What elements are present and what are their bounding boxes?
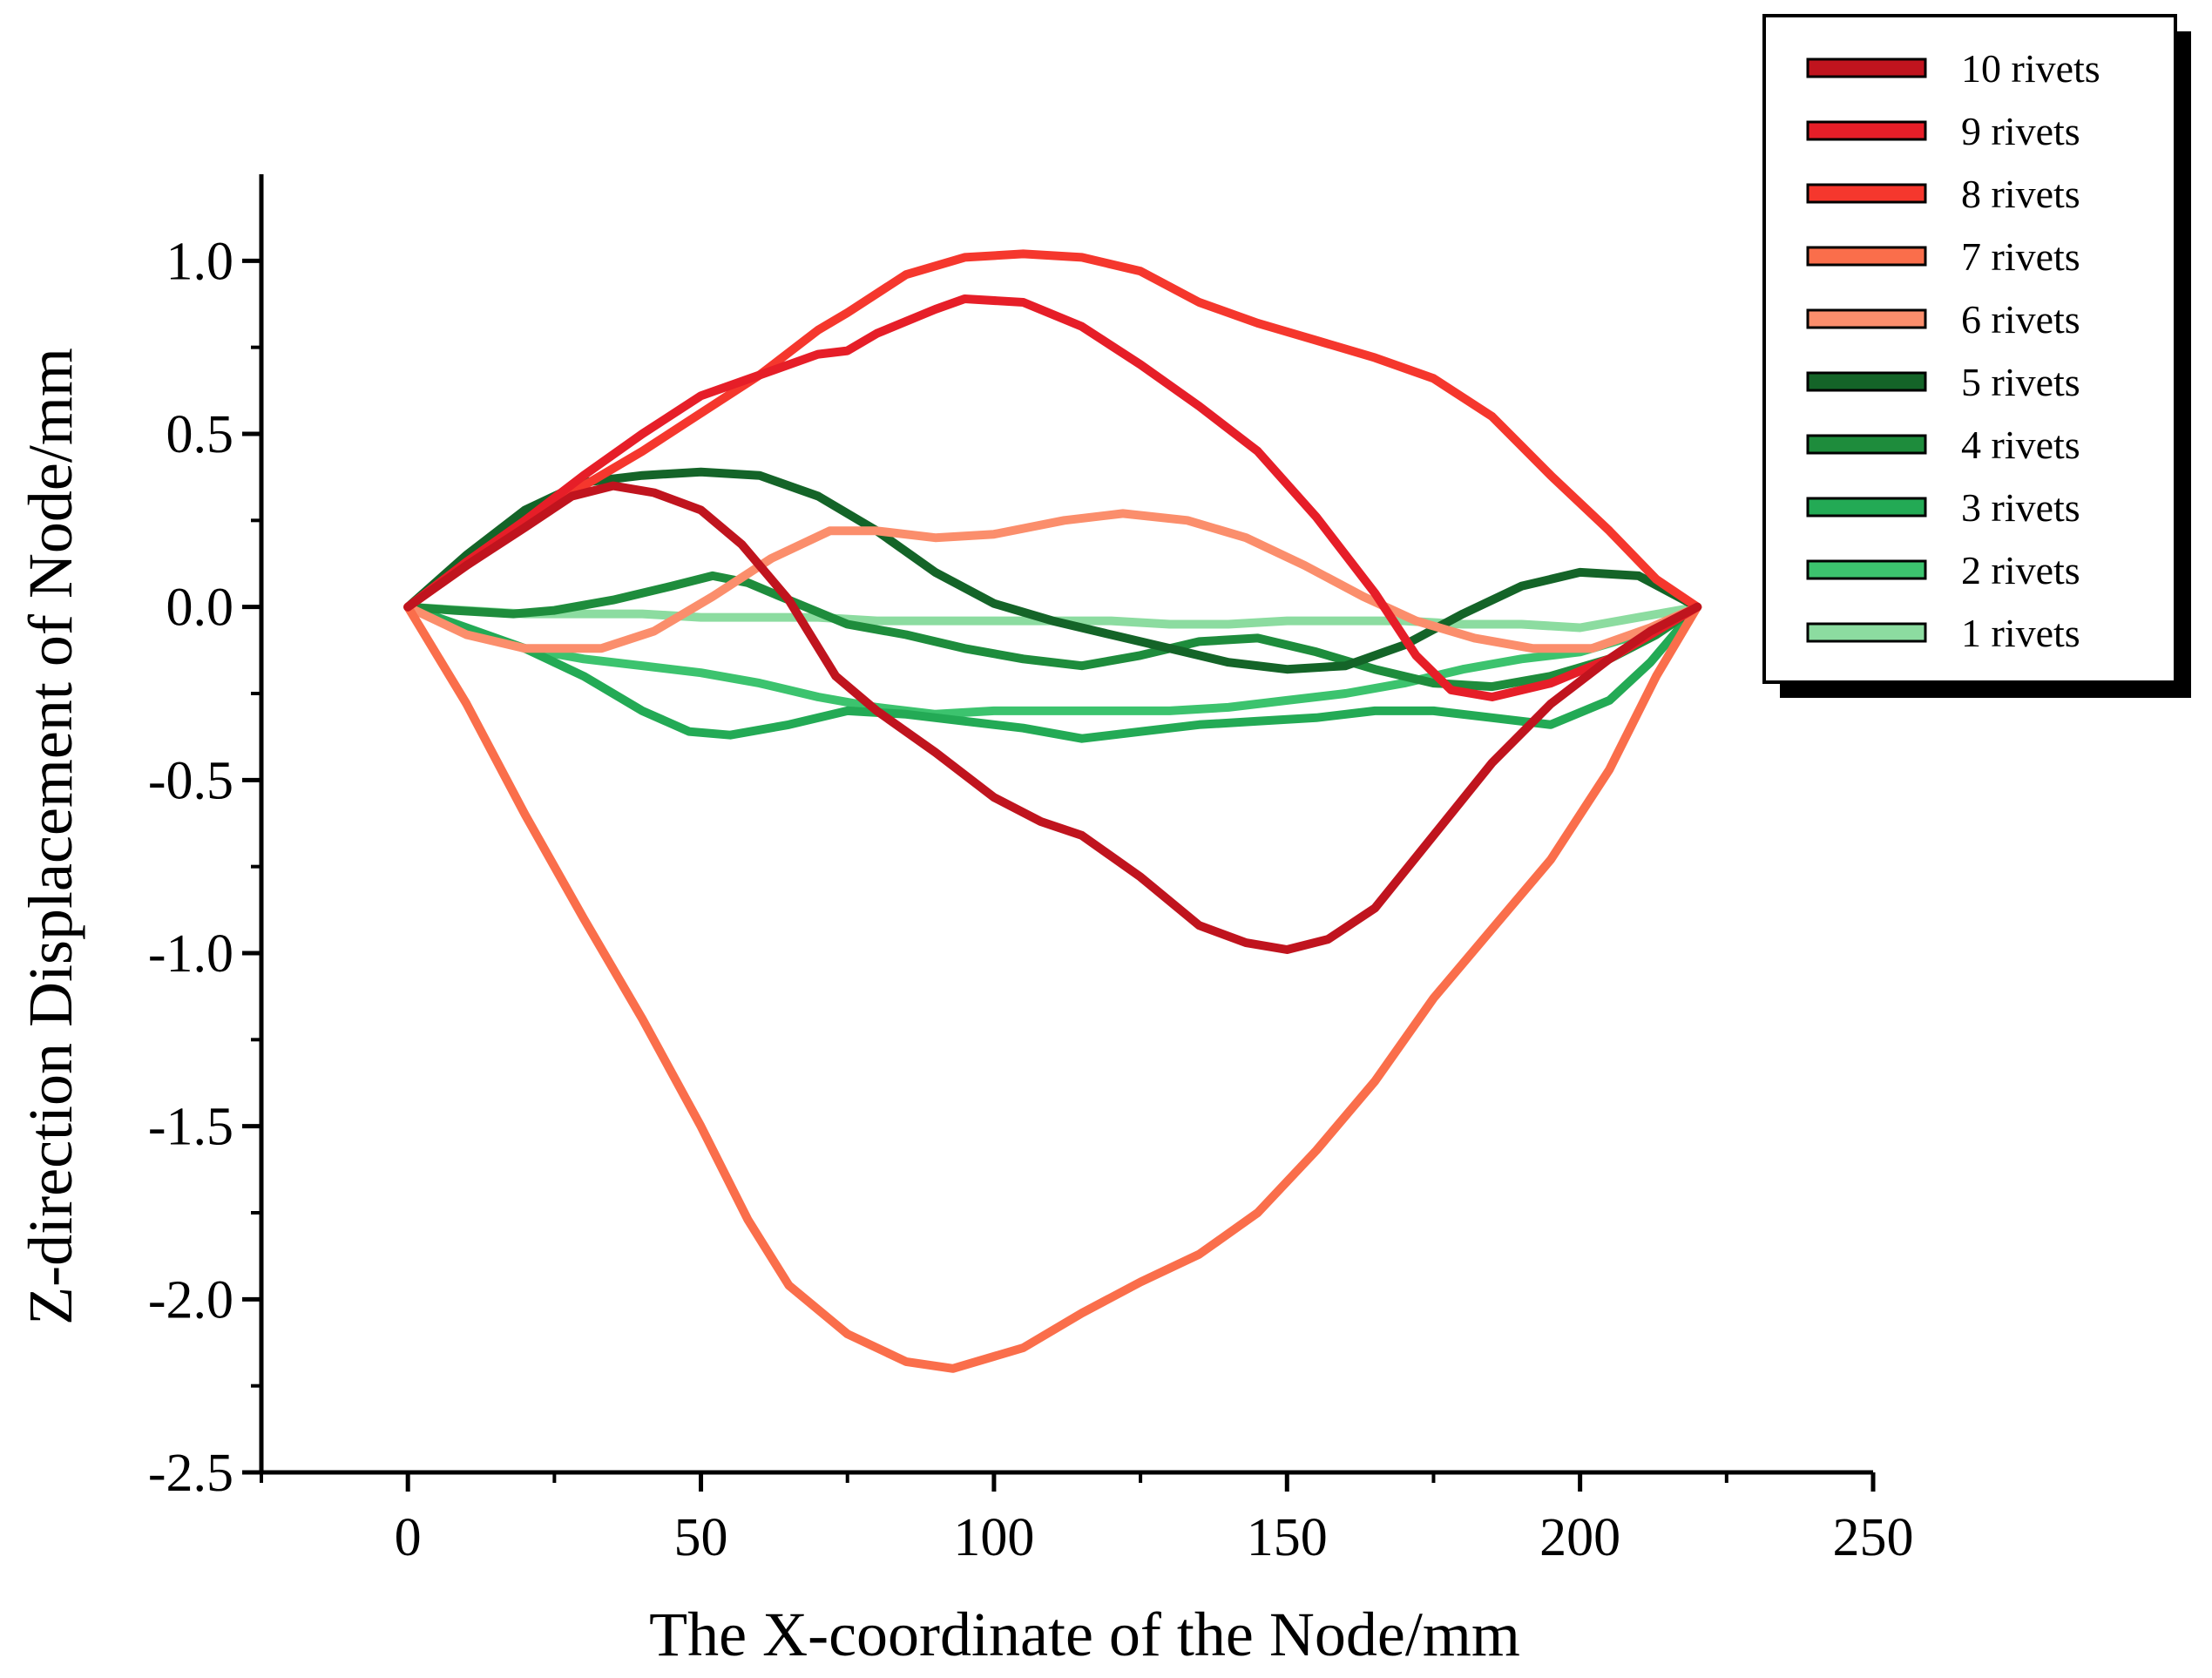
ticks: -2.5 -2.0 -1.5 -1.0 -0.5 0.0 0.5 1.0 0 50 100 150 20… [148,232,1914,1567]
series-line [403,294,1702,701]
legend-swatch [1806,434,1927,455]
legend-label: 6 rivets [1961,297,2080,342]
y-axis-title: Z-direction Displacement of Node/mm [16,348,85,1325]
series-line [403,467,1702,674]
legend: 10 rivets 9 rivets 8 rivets 7 rivets 6 rivet… [1762,14,2191,698]
x-tick-label: 0 [395,1508,422,1567]
legend-label: 1 rivets [1961,611,2080,655]
y-tick-label: -1.0 [148,924,233,984]
legend-label: 10 rivets [1961,46,2100,91]
legend-label: 8 rivets [1961,172,2080,216]
x-tick-label: 150 [1247,1508,1328,1567]
legend-swatch [1806,183,1927,204]
series-layer [403,249,1702,1373]
series-line [403,602,1702,1373]
y-tick-label: 0.5 [166,405,234,464]
x-tick-label: 100 [953,1508,1034,1567]
y-tick-label: -1.5 [148,1098,233,1157]
x-tick-label: 50 [674,1508,728,1567]
legend-label: 3 rivets [1961,485,2080,530]
y-tick-label: -2.0 [148,1270,233,1330]
legend-swatch [1806,58,1927,78]
y-tick-label: -0.5 [148,751,233,810]
legend-swatch [1806,497,1927,518]
y-tick-label: -2.5 [148,1444,233,1503]
legend-label: 7 rivets [1961,234,2080,279]
series-line [403,602,1702,719]
legend-swatch [1806,308,1927,329]
legend-items: 10 rivets 9 rivets 8 rivets 7 rivets 6 rivet… [1806,46,2100,655]
axes [259,174,1873,1475]
legend-swatch [1806,246,1927,267]
series-line [403,481,1702,954]
legend-label: 4 rivets [1961,423,2080,467]
x-axis-title: The X-coordinate of the Node/mm [649,1600,1520,1669]
legend-label: 2 rivets [1961,548,2080,592]
y-tick-label: 0.0 [166,579,234,638]
legend-swatch [1806,622,1927,643]
y-tick-label: 1.0 [166,232,234,291]
legend-label: 9 rivets [1961,109,2080,153]
legend-swatch [1806,120,1927,141]
legend-swatch [1806,371,1927,392]
series-line [403,602,1702,743]
series-line [403,509,1702,653]
series-line [403,249,1702,612]
legend-swatch [1806,559,1927,580]
x-tick-label: 250 [1833,1508,1914,1567]
legend-label: 5 rivets [1961,360,2080,404]
x-tick-label: 200 [1539,1508,1620,1567]
series-line [403,571,1702,692]
